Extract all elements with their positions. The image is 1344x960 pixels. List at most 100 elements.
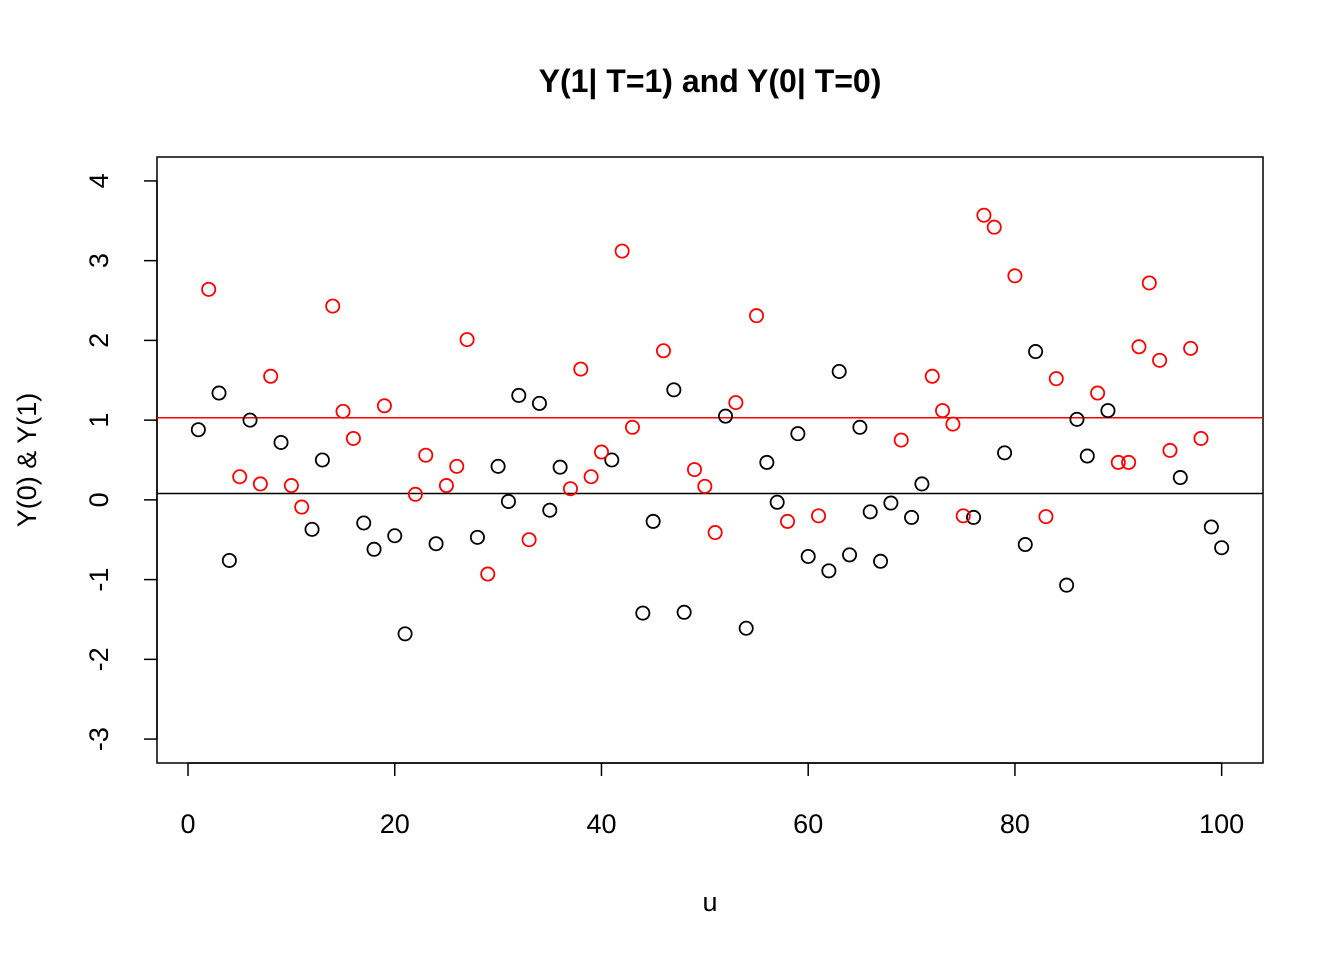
y-tick-label: -3 <box>84 727 114 751</box>
data-point <box>1090 385 1106 401</box>
data-point <box>490 458 506 474</box>
x-tick-label: 20 <box>380 809 410 839</box>
data-point <box>1172 470 1188 486</box>
data-point <box>697 478 713 494</box>
data-point <box>418 447 434 463</box>
data-point <box>873 553 889 569</box>
data-point <box>242 412 258 428</box>
y-tick-label: 2 <box>84 333 114 348</box>
data-point <box>655 343 671 359</box>
chart-title: Y(1| T=1) and Y(0| T=0) <box>539 63 882 99</box>
data-point <box>542 502 558 518</box>
data-point <box>686 462 702 478</box>
data-point <box>842 547 858 563</box>
data-point <box>718 408 734 424</box>
data-point <box>190 422 206 438</box>
x-axis: 0 20 40 60 80 100 <box>180 762 1244 839</box>
data-point <box>397 626 413 642</box>
x-tick-label: 40 <box>586 809 616 839</box>
data-point <box>1100 403 1116 419</box>
data-point <box>387 528 403 544</box>
data-point <box>935 403 951 419</box>
data-point <box>221 552 237 568</box>
data-point <box>1141 275 1157 291</box>
y-tick-label: 3 <box>84 253 114 268</box>
data-point <box>314 452 330 468</box>
y-tick-label: 4 <box>84 173 114 188</box>
data-point <box>1079 448 1095 464</box>
data-point <box>811 508 827 524</box>
data-point <box>635 605 651 621</box>
data-point <box>1203 519 1219 535</box>
data-point <box>366 541 382 557</box>
data-point <box>666 382 682 398</box>
data-point <box>304 521 320 537</box>
y-tick-label: 1 <box>84 413 114 428</box>
data-point <box>345 430 361 446</box>
data-point <box>893 432 909 448</box>
data-point <box>676 604 692 620</box>
data-point <box>904 509 920 525</box>
data-point <box>583 469 599 485</box>
data-point <box>1069 411 1085 427</box>
y-axis: -3 -2 -1 0 1 2 3 4 <box>84 173 158 751</box>
data-point <box>469 529 485 545</box>
data-point <box>997 445 1013 461</box>
data-point <box>1059 577 1075 593</box>
x-tick-label: 0 <box>180 809 195 839</box>
data-point <box>769 494 785 510</box>
data-point <box>966 509 982 525</box>
data-point <box>511 387 527 403</box>
plot-frame <box>156 156 1264 764</box>
data-point <box>1152 352 1168 368</box>
data-point <box>552 459 568 475</box>
data-point <box>749 308 765 324</box>
data-point <box>593 444 609 460</box>
data-point <box>800 548 816 564</box>
data-point <box>459 332 475 348</box>
y-tick-label: -2 <box>84 647 114 671</box>
data-point <box>573 361 589 377</box>
data-point <box>955 508 971 524</box>
data-point <box>201 281 217 297</box>
data-point <box>1048 371 1064 387</box>
data-point <box>335 403 351 419</box>
data-point <box>914 476 930 492</box>
data-point <box>759 454 775 470</box>
data-point <box>1017 537 1033 553</box>
data-point <box>438 478 454 494</box>
data-point <box>500 493 516 509</box>
data-point <box>1162 442 1178 458</box>
y-tick-label: 0 <box>84 492 114 507</box>
data-point <box>862 504 878 520</box>
data-point <box>562 481 578 497</box>
x-axis-label: u <box>702 887 717 917</box>
data-point <box>521 532 537 548</box>
data-point <box>790 426 806 442</box>
data-point <box>976 207 992 223</box>
data-point <box>738 620 754 636</box>
data-point <box>1121 454 1137 470</box>
data-point <box>852 419 868 435</box>
data-point <box>232 469 248 485</box>
data-point <box>1214 540 1230 556</box>
data-point <box>1028 344 1044 360</box>
y-axis-label: Y(0) & Y(1) <box>12 393 42 528</box>
data-point <box>376 398 392 414</box>
data-point <box>1007 268 1023 284</box>
data-point <box>252 476 268 492</box>
data-point <box>831 363 847 379</box>
data-point <box>1193 430 1209 446</box>
data-point <box>294 499 310 515</box>
data-point <box>707 525 723 541</box>
data-points <box>190 207 1230 642</box>
y-tick-label: -1 <box>84 568 114 592</box>
data-point <box>780 513 796 529</box>
data-point <box>273 434 289 450</box>
x-tick-label: 100 <box>1199 809 1244 839</box>
data-point <box>211 385 227 401</box>
data-point <box>407 486 423 502</box>
data-point <box>263 368 279 384</box>
data-point <box>480 566 496 582</box>
